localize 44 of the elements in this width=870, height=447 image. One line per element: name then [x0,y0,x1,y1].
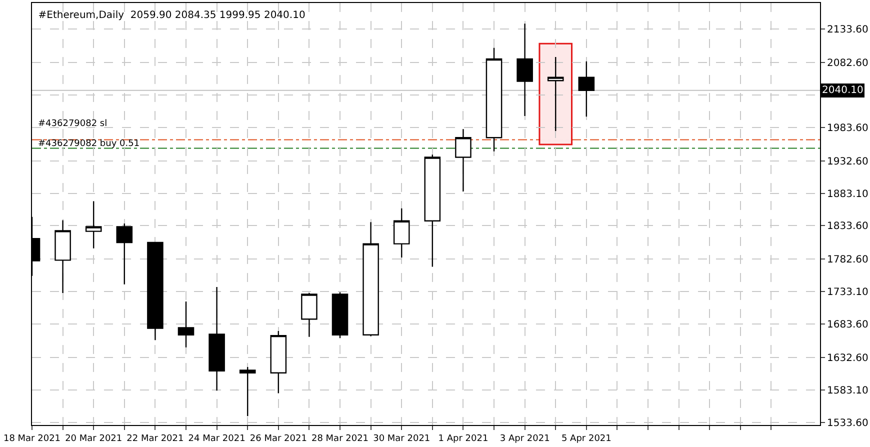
candlestick [393,208,410,258]
candlestick [85,200,102,249]
x-tick-label: 30 Mar 2021 [373,434,430,444]
x-tick-label: 24 Mar 2021 [188,434,246,444]
y-tick-label: 1583.10 [827,385,868,396]
candlestick [455,128,472,192]
y-tick-label: 1782.60 [827,254,868,266]
y-tick-label: 1983.60 [827,122,868,134]
y-tick-label: 1932.60 [827,156,868,168]
x-tick-label: 3 Apr 2021 [500,434,550,444]
candlestick [116,222,133,286]
x-tick-label: 26 Mar 2021 [250,434,307,444]
text: #Ethereum,Daily 2059.90 2084.35 1999.95 2040.10 [38,10,306,22]
ref-line-label: #436279082 buy 0.51 [38,139,140,149]
candlestick [362,222,379,337]
y-tick-label: 1683.60 [827,320,868,331]
candlestick [516,22,533,117]
y-tick-label: 1632.60 [827,352,868,364]
y-tick-label: 1833.60 [827,221,868,232]
candlestick [54,220,71,294]
candlestick [208,286,225,392]
candlestick [239,366,256,417]
y-tick-label: 1883.10 [827,188,868,200]
ref-line-label: 2040.10 [822,85,864,96]
x-tick-label: 5 Apr 2021 [561,434,612,444]
candlestick [301,292,318,338]
x-tick-label: 28 Mar 2021 [311,434,369,444]
candlestick [178,300,194,348]
ref-line-label: #436279082 sl [38,119,108,129]
candlestick [270,330,287,394]
y-tick-label: 2082.60 [827,58,868,70]
candlestick [147,242,164,341]
y-tick-label: 1733.10 [827,287,868,298]
candlestick [332,292,348,339]
x-tick-label: 18 Mar 2021 [3,434,61,444]
y-tick-label: 1533.60 [827,418,868,429]
x-tick-label: 1 Apr 2021 [438,434,488,444]
x-tick-label: 20 Mar 2021 [65,434,122,444]
y-tick-label: 2133.60 [827,24,868,36]
candlestick [547,56,564,132]
candlestick [486,47,502,152]
candlestick [578,60,595,118]
x-tick-label: 22 Mar 2021 [126,434,184,444]
candlestick [424,154,441,268]
